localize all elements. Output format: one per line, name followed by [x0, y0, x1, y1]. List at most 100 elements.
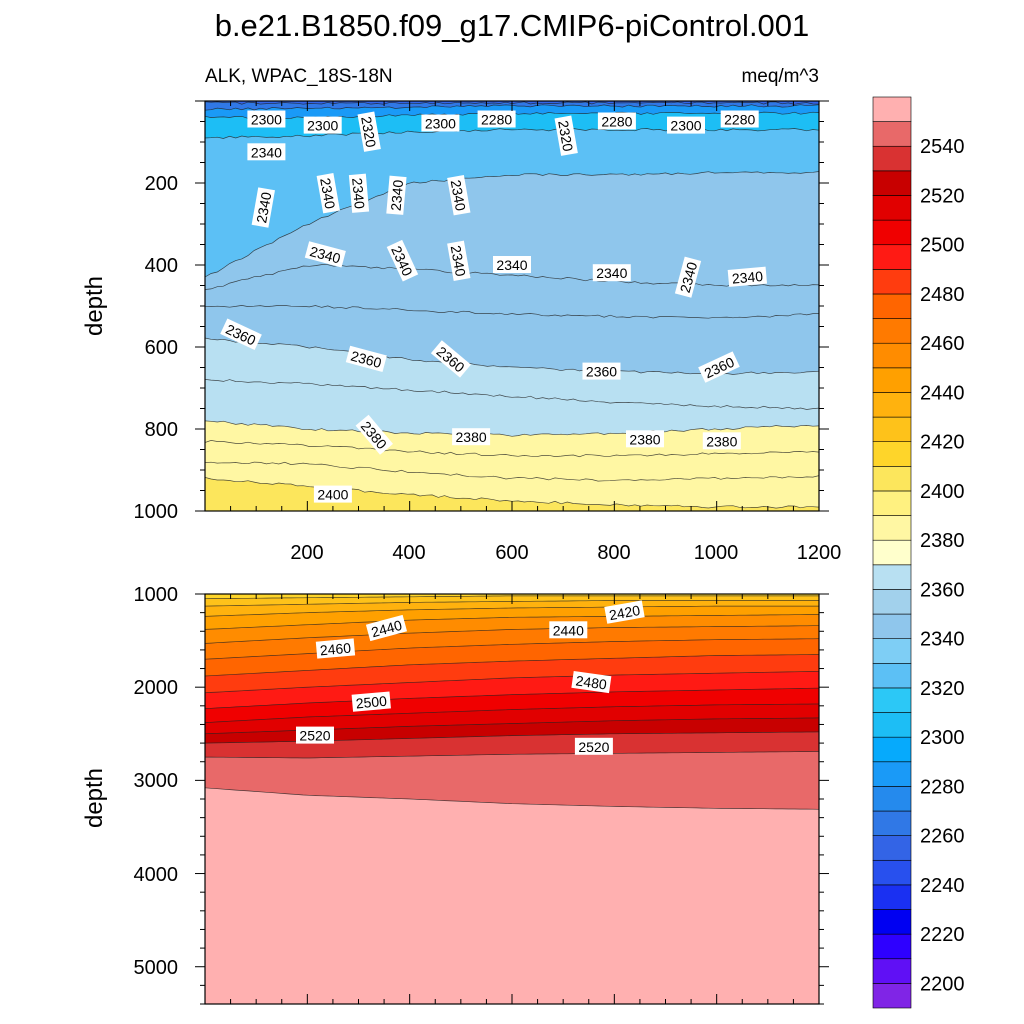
- upper-depth-panel: 2300 2300 2320 2300 2280 2320 2280 2300 2280 2340…: [81, 100, 841, 564]
- contour-label-box: [421, 114, 460, 132]
- contour-label-text: 2340: [496, 257, 527, 273]
- contour-label-box: [447, 175, 471, 216]
- colorbar-box: [872, 466, 912, 492]
- contour-label-text: 2340: [448, 179, 469, 213]
- contour-label-text: 2380: [629, 431, 660, 447]
- lower-contour-labels: 2420 2440 2440 2460 2480 2500 2520 2520: [296, 600, 645, 755]
- colorbar-tick-label: 2380: [920, 530, 965, 552]
- contour-label-box: [554, 115, 578, 156]
- contour-label-box: [220, 318, 262, 350]
- contour-label: 2300: [303, 116, 342, 134]
- contour-line: [205, 264, 819, 290]
- contour-label-box: [386, 239, 419, 282]
- contour-label-text: 2340: [448, 244, 469, 278]
- contour-line: [205, 305, 819, 319]
- colorbar-tick-label: 2400: [920, 481, 965, 503]
- contour-label-text: 2520: [299, 728, 330, 744]
- contour-label-box: [452, 428, 491, 446]
- colorbar-box: [872, 367, 912, 393]
- contour-line: [205, 654, 819, 677]
- y-tick-label: 5000: [134, 957, 179, 979]
- contour-label-text: 2340: [253, 191, 274, 225]
- contour-label-text: 2320: [358, 115, 379, 149]
- contour-label: 2420: [604, 600, 645, 624]
- colorbar-box: [872, 416, 912, 442]
- contour-line: [205, 703, 819, 723]
- colorbar-box: [872, 244, 912, 270]
- contour-line: [205, 420, 819, 437]
- contour-label-box: [313, 485, 352, 503]
- contour-label: 2340: [447, 240, 471, 282]
- y-tick-label: 600: [145, 337, 178, 359]
- colorbar-tick-label: 2440: [920, 383, 965, 405]
- colorbar-box: [872, 589, 912, 615]
- x-tick-label: 400: [392, 542, 425, 564]
- contour-label-text: 2340: [349, 177, 368, 210]
- colorbar-box: [872, 490, 912, 516]
- contour-label-box: [355, 414, 394, 455]
- contour-line: [205, 461, 819, 482]
- contour-label-text: 2440: [553, 622, 584, 638]
- contour-label-text: 2300: [307, 118, 338, 134]
- contour-label-text: 2280: [601, 114, 632, 130]
- contour-line: [205, 379, 819, 410]
- colorbar-tick-labels: 2200 2220 2240 2260 2280 2300 2320 2340 2360 2380…: [920, 136, 965, 995]
- contour-label-box: [365, 614, 408, 642]
- contour-label-box: [727, 266, 768, 287]
- colorbar-tick-label: 2460: [920, 333, 965, 355]
- contour-line: [205, 440, 819, 458]
- contour-label: 2480: [571, 670, 612, 694]
- contour-line: [205, 751, 819, 759]
- colorbar-box: [872, 318, 912, 344]
- colorbar-box: [872, 884, 912, 910]
- colorbar-box: [872, 958, 912, 984]
- colorbar-tick-label: 2240: [920, 875, 965, 897]
- contour-label-box: [582, 362, 621, 380]
- contour-label-text: 2280: [481, 112, 512, 128]
- colorbar-tick-label: 2340: [920, 629, 965, 651]
- contour-label-box: [430, 340, 471, 378]
- y-tick-label: 1000: [134, 584, 179, 606]
- contour-label-text: 2340: [251, 144, 282, 160]
- colorbar-box: [872, 96, 912, 122]
- contour-label-box: [247, 110, 286, 128]
- contour-label: 2360: [345, 345, 387, 372]
- contour-label-text: 2380: [706, 433, 737, 449]
- contour-label-box: [592, 264, 631, 282]
- contour-label-text: 2340: [388, 179, 407, 212]
- contour-label-box: [316, 173, 340, 214]
- colorbar-box: [872, 712, 912, 738]
- y-tick-label: 2000: [134, 677, 179, 699]
- colorbar-box: [872, 392, 912, 418]
- colorbar-box: [872, 219, 912, 246]
- contour-label-box: [574, 737, 613, 755]
- contour-label-box: [315, 638, 356, 659]
- contour-label: 2280: [477, 110, 516, 128]
- colorbar-box: [872, 736, 912, 763]
- lower-y-tick-labels: 1000 2000 3000 4000 5000: [134, 584, 179, 979]
- contour-label-box: [304, 241, 346, 268]
- contour-line: [205, 605, 819, 617]
- colorbar: 2200 2220 2240 2260 2280 2300 2320 2340 2360 2380…: [872, 96, 965, 1009]
- contour-label: 2460: [315, 638, 356, 659]
- contour-label: 2280: [597, 112, 636, 130]
- contour-label: 2300: [247, 110, 286, 128]
- contour-label-box: [626, 430, 664, 448]
- colorbar-box: [872, 761, 912, 787]
- colorbar-box: [872, 342, 912, 369]
- contour-label-text: 2480: [575, 672, 608, 692]
- chart-title: b.e21.B1850.f09_g17.CMIP6-piControl.001: [215, 8, 810, 43]
- contour-label-text: 2520: [578, 739, 609, 755]
- upper-y-axis-label: depth: [81, 276, 108, 336]
- contour-label: 2360: [582, 362, 621, 380]
- contour-label-text: 2340: [308, 243, 342, 267]
- x-tick-label: 200: [290, 542, 323, 564]
- contour-label: 2340: [386, 175, 407, 215]
- y-tick-label: 400: [145, 255, 178, 277]
- contour-label-text: 2340: [731, 268, 764, 287]
- contour-line: [205, 687, 819, 709]
- contour-line: [205, 128, 819, 139]
- lower-depth-panel: 2420 2440 2440 2460 2480 2500 2520 2520 1000 20…: [81, 584, 829, 1005]
- y-tick-label: 4000: [134, 864, 179, 886]
- contour-label-box: [247, 143, 286, 161]
